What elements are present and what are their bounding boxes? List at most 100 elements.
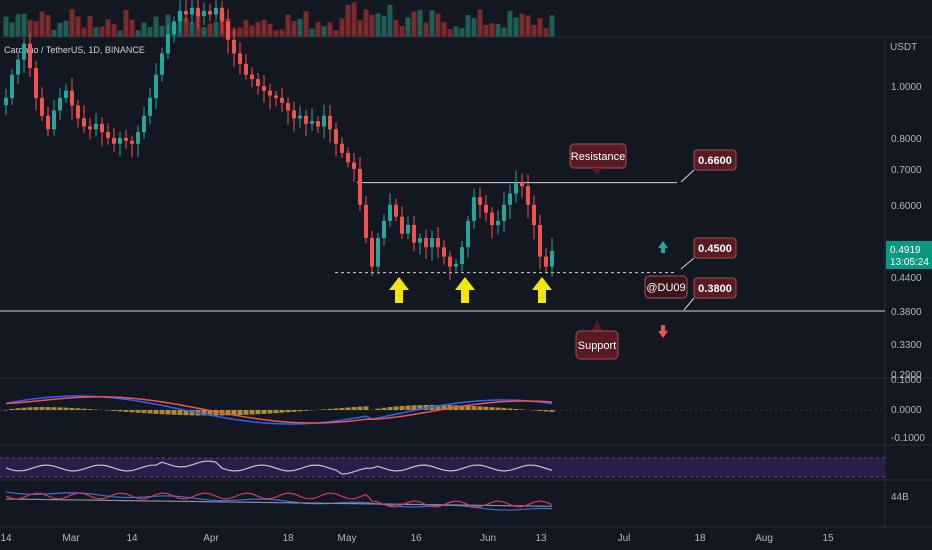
level-mid-value: 0.4500 [698, 243, 732, 255]
candle-body [4, 97, 8, 106]
candle-body [502, 204, 506, 221]
candle-body [172, 21, 176, 35]
macd-histogram-bar [273, 410, 279, 414]
macd-histogram-bar [69, 407, 75, 410]
volume-bar [267, 23, 273, 37]
volume-bar [489, 23, 495, 37]
macd-histogram-bar [441, 404, 447, 410]
macd-histogram-bar [393, 406, 399, 410]
macd-histogram-bar [15, 408, 21, 410]
current-price-value: 0.4919 [890, 245, 921, 256]
moving-average-indicator [5, 491, 553, 511]
macd-histogram-bar [357, 406, 363, 410]
macd-histogram-bar [375, 408, 381, 410]
time-tick: Apr [203, 533, 219, 544]
volume-bar [543, 28, 549, 37]
macd-histogram-bar [231, 410, 237, 416]
volume-bar [297, 18, 303, 37]
macd-histogram-bar [87, 409, 93, 410]
candle-body [412, 225, 416, 243]
candle-body [304, 115, 308, 124]
volume-bar [123, 9, 129, 38]
candle-body [46, 115, 50, 130]
macd-tick: -0.1000 [891, 433, 925, 444]
candle-body [64, 90, 68, 98]
candle-body [94, 123, 98, 130]
candle-body [328, 115, 332, 130]
time-tick: Jun [480, 533, 496, 544]
price-tick: 0.3300 [891, 340, 922, 351]
macd-histogram-bar [417, 405, 423, 410]
volume-bar [27, 19, 33, 37]
price-axis[interactable]: 1.0000 0.8000 0.7000 0.6000 0.4400 0.3800 0.33… [891, 82, 922, 381]
candle-body [430, 238, 434, 248]
support-callout[interactable]: Support [575, 320, 619, 360]
level-badge-low[interactable]: 0.3800 [683, 277, 737, 311]
candle-body [250, 74, 254, 80]
yellow-arrow-icon [532, 277, 552, 303]
volume-bar [351, 2, 357, 37]
volume-bar [423, 22, 429, 37]
candle-body [322, 115, 326, 127]
macd-histogram-bar [297, 410, 303, 412]
candle-body [520, 182, 524, 187]
candle-body [82, 118, 86, 127]
candle-body [490, 212, 494, 226]
candle-body [136, 132, 140, 144]
resistance-callout[interactable]: Resistance [569, 143, 627, 175]
volume-bar [519, 13, 525, 38]
candle-body [352, 162, 356, 169]
macd-histogram-bar [159, 410, 165, 415]
candle-body [220, 7, 224, 22]
macd-histogram-bar [81, 408, 87, 410]
level-badge-high[interactable]: 0.6600 [680, 149, 737, 183]
candle-body [184, 11, 188, 15]
candle-body [550, 250, 554, 267]
time-axis[interactable]: 14 Mar 14 Apr 18 May 16 Jun 13 Jul 18 Aug 15 [0, 533, 834, 544]
candle-body [460, 247, 464, 265]
candle-body [232, 39, 236, 54]
macd-histogram-bar [171, 410, 177, 415]
candle-body [538, 225, 542, 257]
macd-histogram-bar [345, 407, 351, 410]
volume-bar [441, 21, 447, 37]
volume-bar [201, 27, 207, 37]
macd-histogram-bar [189, 410, 195, 416]
volume-bar [45, 15, 51, 38]
ma-line-grey [5, 498, 553, 507]
volume-bar [207, 23, 213, 37]
macd-histogram-bar [153, 410, 159, 414]
macd-histogram-bar [507, 408, 513, 410]
candle-body [400, 216, 404, 234]
level-badge-mid[interactable]: 0.4500 [680, 237, 737, 270]
time-tick: 16 [410, 533, 422, 544]
volume-bar [483, 24, 489, 37]
level-high-value: 0.6600 [698, 155, 732, 167]
macd-histogram-bar [519, 409, 525, 410]
macd-histogram-bar [9, 408, 15, 410]
macd-histogram-bar [213, 410, 219, 416]
rsi-line [5, 460, 553, 475]
time-tick: 14 [126, 533, 138, 544]
macd-histogram-bar [177, 410, 183, 416]
candle-body [88, 126, 92, 130]
candle-body [142, 115, 146, 133]
macd-histogram-bar [405, 405, 411, 410]
macd-histogram-bar [147, 410, 153, 414]
candle-body [358, 168, 362, 205]
ma-line-red [5, 492, 553, 508]
macd-histogram-bar [291, 410, 297, 412]
candle-body [226, 21, 230, 40]
author-tag[interactable]: @DU09 [644, 275, 688, 299]
macd-histogram-bar [483, 406, 489, 410]
price-tick: 0.2900 [891, 370, 922, 381]
macd-histogram-bar [333, 408, 339, 410]
volume-bar [159, 25, 165, 37]
volume-bar [261, 19, 267, 37]
candle-body [280, 97, 284, 103]
volume-bars-top [3, 2, 555, 38]
candle-body [448, 256, 452, 267]
current-price-badge[interactable]: 0.4919 13:05:24 [886, 241, 932, 269]
